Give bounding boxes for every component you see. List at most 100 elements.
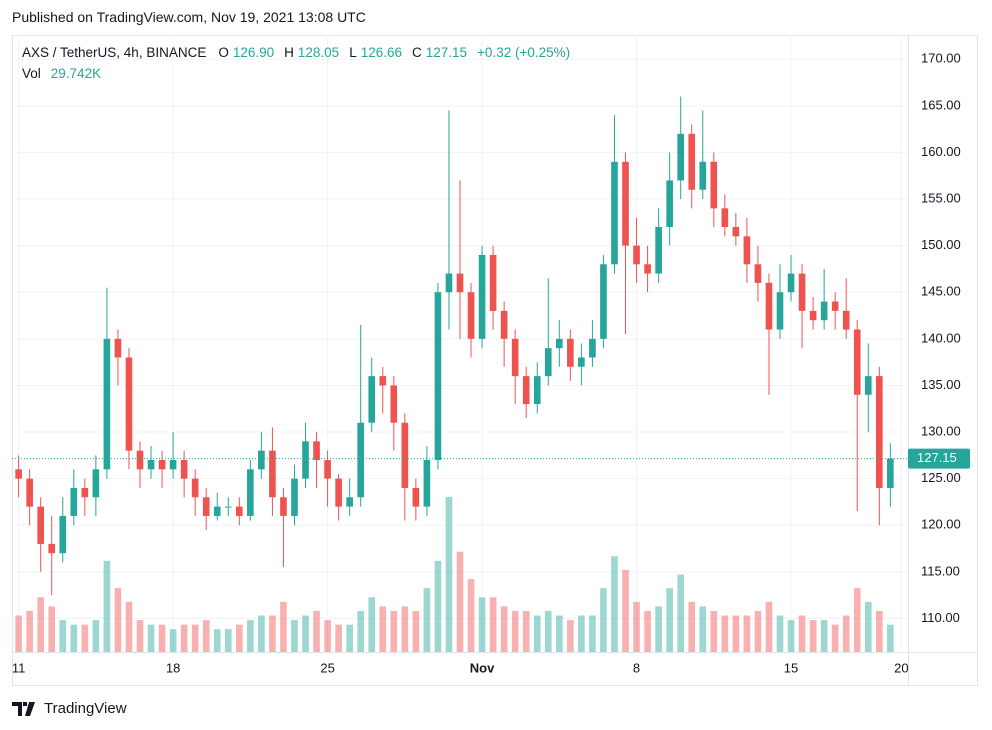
candle-body	[831, 301, 839, 311]
volume-bar	[489, 597, 497, 652]
y-tick-label: 145.00	[921, 284, 961, 299]
x-tick-label: 15	[784, 660, 798, 675]
candle-body	[103, 338, 111, 470]
volume-bar	[511, 610, 519, 652]
volume-bar	[258, 615, 265, 652]
candle-body	[622, 161, 629, 246]
x-tick-label: 8	[633, 660, 640, 675]
volume-bar	[467, 579, 475, 652]
candle-body	[754, 264, 762, 283]
candle-body	[864, 376, 872, 395]
candle-body	[147, 460, 155, 470]
y-tick-label: 165.00	[921, 97, 961, 112]
volume-bar	[732, 615, 740, 652]
candle-body	[787, 273, 795, 293]
y-tick-label: 125.00	[921, 470, 961, 485]
volume-bar	[213, 629, 221, 652]
volume-bar	[533, 615, 541, 652]
close-key: C	[412, 45, 422, 60]
candle-body	[644, 264, 651, 274]
plot-area	[15, 96, 894, 652]
volume-bar	[48, 606, 56, 652]
candle-body	[589, 338, 596, 358]
volume-bar	[798, 615, 806, 652]
candle-body	[390, 385, 398, 423]
volume-bar	[644, 610, 651, 652]
candle-body	[710, 161, 718, 209]
candle-body	[776, 292, 784, 330]
volume-bar	[754, 610, 762, 652]
volume-bar	[401, 606, 409, 652]
volume-bar	[699, 606, 707, 652]
volume-bar	[423, 588, 431, 652]
candle-body	[567, 338, 574, 367]
y-tick-label: 135.00	[921, 377, 961, 392]
volume-bar	[677, 574, 684, 652]
volume-bar	[578, 615, 585, 652]
symbol: AXS / TetherUS, 4h, BINANCE	[22, 45, 207, 60]
volume-value: 29.742K	[50, 66, 102, 81]
volume-bar	[721, 615, 729, 652]
candle-body	[136, 450, 144, 470]
candle-body	[876, 376, 883, 488]
candle-body	[633, 245, 640, 265]
volume-bar	[434, 560, 442, 652]
volume-bar	[81, 624, 89, 652]
y-tick-label: 155.00	[921, 190, 961, 205]
candle-body	[114, 338, 122, 358]
candle-body	[478, 254, 486, 339]
volume-bar	[390, 610, 398, 652]
candle-body	[467, 292, 475, 339]
candle-body	[280, 497, 287, 516]
volume-bar	[776, 615, 784, 652]
legend: AXS / TetherUS, 4h, BINANCE O 126.90 H 128…	[22, 45, 576, 60]
candle-body	[412, 487, 420, 507]
last-price-label: 127.15	[917, 450, 957, 465]
volume-bar	[346, 624, 353, 652]
candle-body	[26, 478, 33, 507]
candle-body	[798, 273, 806, 311]
volume-bar	[820, 620, 828, 652]
published-note: Published on TradingView.com, Nov 19, 20…	[12, 9, 366, 25]
volume-bar	[710, 610, 718, 652]
volume-bar	[688, 601, 696, 652]
volume-bar	[567, 620, 574, 652]
x-tick-label: 11	[12, 660, 26, 675]
candle-body	[169, 460, 177, 470]
volume-bar	[600, 588, 607, 652]
volume-bar	[15, 615, 22, 652]
x-tick-label: 25	[320, 660, 334, 675]
volume-bar	[876, 610, 883, 652]
candle-body	[324, 460, 331, 479]
candle-body	[434, 292, 442, 461]
low-value: 126.66	[360, 45, 402, 60]
y-tick-label: 150.00	[921, 237, 961, 252]
candle-body	[820, 301, 828, 321]
candle-body	[180, 460, 188, 479]
volume-bar	[622, 569, 629, 652]
volume-bar	[247, 620, 254, 652]
candle-body	[59, 515, 67, 554]
candle-body	[48, 543, 56, 554]
volume-bar	[456, 551, 464, 652]
candle-body	[456, 273, 464, 293]
candle-body	[15, 469, 22, 479]
logo	[12, 701, 35, 716]
y-tick-label: 160.00	[921, 144, 961, 159]
y-tick-label: 130.00	[921, 423, 961, 438]
candle-body	[500, 310, 508, 339]
candle-body	[578, 357, 585, 367]
volume-bar	[125, 601, 133, 652]
volume-bar	[787, 620, 795, 652]
candle-body	[346, 497, 353, 507]
candle-body	[655, 226, 662, 274]
candle-body	[544, 348, 552, 377]
volume-bar	[500, 606, 508, 652]
volume-bar	[831, 624, 839, 652]
candle-body	[368, 376, 376, 423]
volume-bar	[169, 629, 177, 652]
candle-body	[489, 254, 497, 311]
volume-bar	[313, 610, 320, 652]
